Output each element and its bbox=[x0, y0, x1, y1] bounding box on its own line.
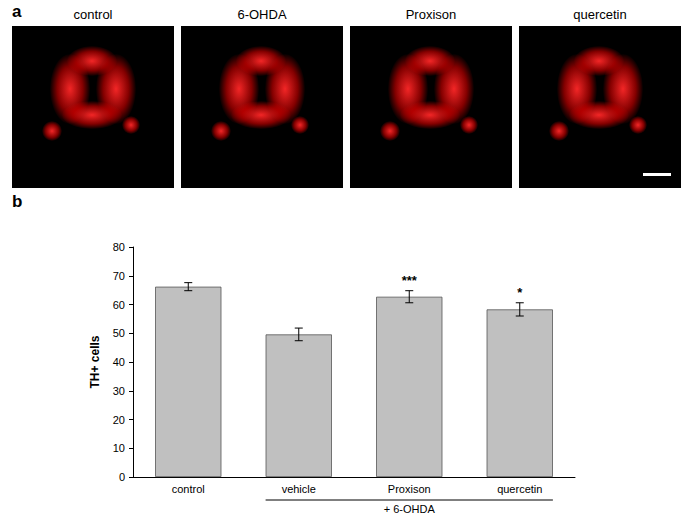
html-text:6-OHDA: 6-OHDA bbox=[237, 7, 287, 22]
svg-text:quercetin: quercetin bbox=[497, 483, 542, 495]
svg-text:0: 0 bbox=[119, 471, 125, 483]
svg-text:TH+ cells: TH+ cells bbox=[88, 335, 102, 388]
svg-text:80: 80 bbox=[113, 241, 125, 253]
svg-text:***: *** bbox=[402, 273, 418, 288]
svg-text:70: 70 bbox=[113, 270, 125, 282]
html-text:a: a bbox=[12, 2, 22, 21]
svg-text:vehicle: vehicle bbox=[282, 483, 316, 495]
svg-text:40: 40 bbox=[113, 356, 125, 368]
html-text:b: b bbox=[12, 192, 23, 211]
svg-text:60: 60 bbox=[113, 299, 125, 311]
svg-text:50: 50 bbox=[113, 327, 125, 339]
svg-text:Proxison: Proxison bbox=[388, 483, 431, 495]
html-text:quercetin: quercetin bbox=[573, 7, 627, 22]
svg-text:control: control bbox=[172, 483, 205, 495]
svg-text:20: 20 bbox=[113, 414, 125, 426]
svg-text:+ 6-OHDA: + 6-OHDA bbox=[384, 503, 436, 515]
html-text:control: control bbox=[73, 7, 113, 22]
html-text:Proxison: Proxison bbox=[405, 7, 457, 22]
svg-text:30: 30 bbox=[113, 385, 125, 397]
svg-text:10: 10 bbox=[113, 442, 125, 454]
svg-text:*: * bbox=[517, 285, 523, 300]
